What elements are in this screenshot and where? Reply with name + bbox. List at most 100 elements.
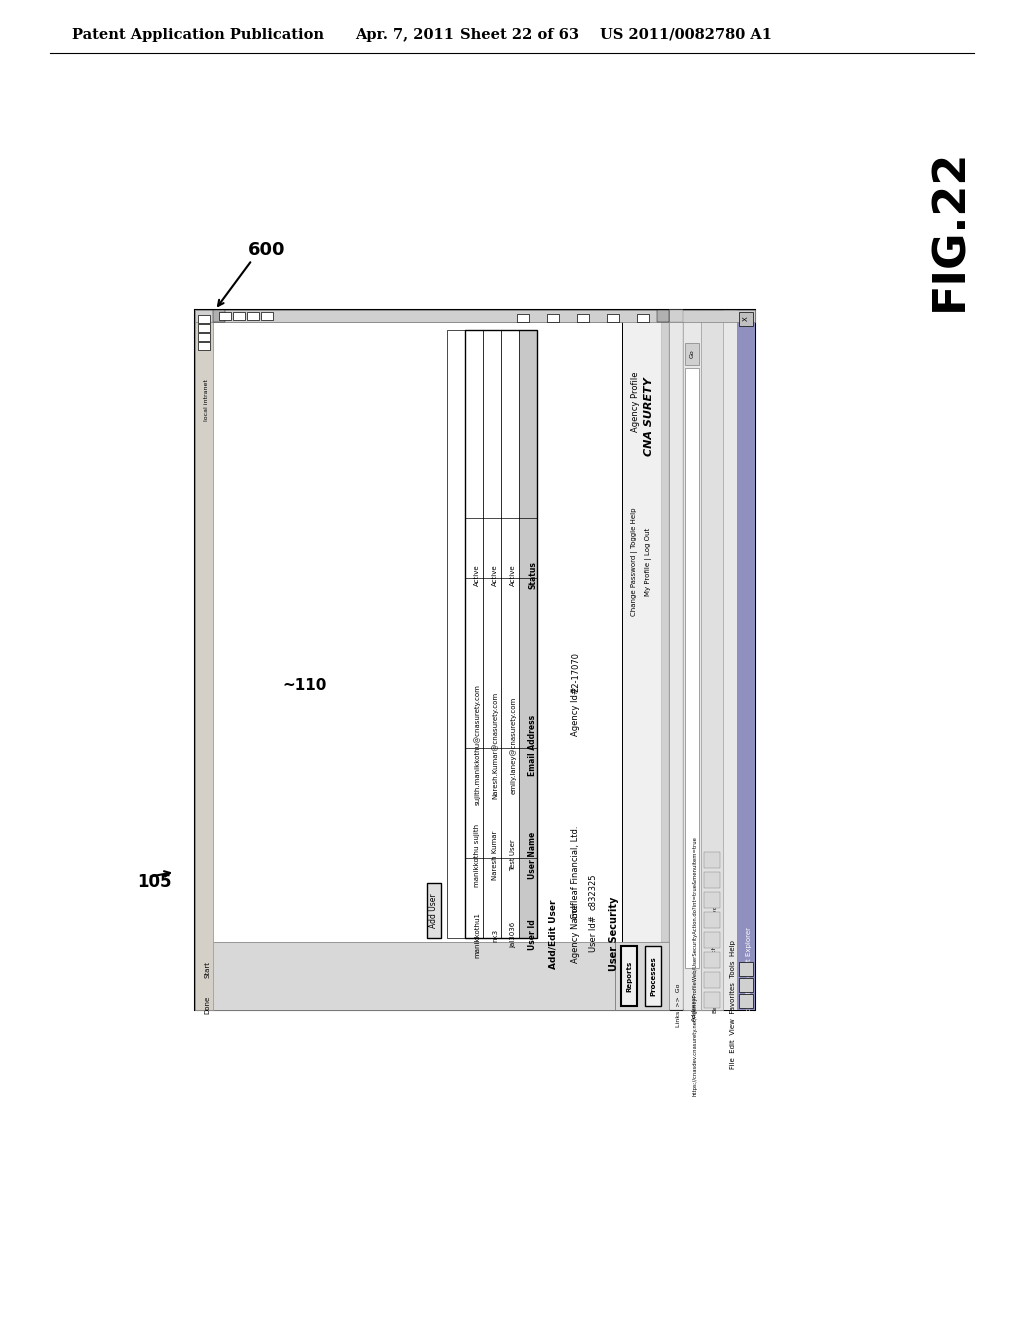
- Polygon shape: [723, 310, 737, 1010]
- Polygon shape: [685, 343, 699, 366]
- Polygon shape: [213, 310, 225, 322]
- Text: 105: 105: [137, 873, 171, 891]
- Text: Test User: Test User: [510, 840, 516, 871]
- Polygon shape: [213, 322, 669, 942]
- Polygon shape: [198, 333, 210, 341]
- Text: manikkothu sujith: manikkothu sujith: [474, 824, 480, 887]
- Text: nk3: nk3: [492, 928, 498, 941]
- Text: Search: Search: [712, 944, 717, 966]
- Polygon shape: [662, 322, 669, 942]
- Polygon shape: [233, 312, 245, 319]
- Text: manikkothu1: manikkothu1: [474, 912, 480, 958]
- Text: sujith.manikkothu@cnasurety.com: sujith.manikkothu@cnasurety.com: [474, 685, 480, 805]
- Polygon shape: [607, 314, 618, 322]
- Text: Favorites: Favorites: [712, 891, 717, 919]
- Text: User Security - Microsoft Internet Explorer: User Security - Microsoft Internet Explo…: [746, 927, 752, 1073]
- Polygon shape: [547, 314, 559, 322]
- Polygon shape: [247, 312, 259, 319]
- Text: Active: Active: [510, 564, 516, 586]
- Polygon shape: [198, 315, 210, 323]
- Polygon shape: [705, 952, 720, 968]
- Text: 22-17070: 22-17070: [571, 652, 580, 692]
- Text: Reports: Reports: [626, 961, 632, 991]
- Text: Add User: Add User: [429, 894, 438, 928]
- Polygon shape: [739, 962, 753, 975]
- Text: Back: Back: [712, 998, 717, 1012]
- Polygon shape: [501, 330, 519, 939]
- Text: Patent Application Publication: Patent Application Publication: [72, 28, 324, 42]
- Text: Golfleaf Financial, Ltd.: Golfleaf Financial, Ltd.: [571, 825, 580, 919]
- Text: User Security: User Security: [609, 896, 618, 972]
- Polygon shape: [198, 323, 210, 333]
- Polygon shape: [669, 310, 683, 322]
- Text: Status: Status: [528, 561, 537, 589]
- Text: Agency Id#: Agency Id#: [571, 688, 580, 737]
- Polygon shape: [465, 330, 483, 939]
- Polygon shape: [701, 310, 723, 1010]
- Polygon shape: [213, 310, 669, 322]
- Polygon shape: [195, 310, 213, 1010]
- Polygon shape: [705, 993, 720, 1008]
- Text: Agency Name: Agency Name: [571, 904, 580, 964]
- Polygon shape: [621, 946, 637, 1006]
- Polygon shape: [198, 342, 210, 350]
- Polygon shape: [737, 310, 755, 1010]
- Text: Start: Start: [204, 961, 210, 978]
- Polygon shape: [213, 942, 669, 1010]
- Polygon shape: [427, 883, 441, 939]
- Polygon shape: [669, 310, 683, 1010]
- Text: Processes: Processes: [650, 956, 656, 995]
- Text: Active: Active: [474, 564, 480, 586]
- Polygon shape: [483, 330, 501, 939]
- Polygon shape: [705, 851, 720, 869]
- Text: Naresh.Kumar@cnasurety.com: Naresh.Kumar@cnasurety.com: [492, 692, 499, 799]
- Text: CNA SURETY: CNA SURETY: [644, 378, 654, 457]
- Polygon shape: [739, 994, 753, 1008]
- Polygon shape: [195, 310, 755, 1010]
- Text: My Profile | Log Out: My Profile | Log Out: [645, 528, 652, 597]
- Polygon shape: [261, 312, 273, 319]
- Polygon shape: [685, 368, 699, 968]
- Text: FIG.22: FIG.22: [929, 149, 972, 312]
- Text: Address:: Address:: [692, 994, 697, 1020]
- Text: Sheet 22 of 63: Sheet 22 of 63: [460, 28, 579, 42]
- Text: Add/Edit User: Add/Edit User: [549, 899, 558, 969]
- Text: Email Address: Email Address: [528, 714, 537, 776]
- Text: Naresh Kumar: Naresh Kumar: [492, 830, 498, 879]
- Text: c832325: c832325: [589, 874, 598, 911]
- Polygon shape: [195, 310, 755, 322]
- Text: Active: Active: [492, 564, 498, 586]
- Polygon shape: [705, 892, 720, 908]
- Polygon shape: [705, 972, 720, 987]
- Polygon shape: [219, 312, 231, 319]
- Text: File  Edit  View  Favorites  Tools  Help: File Edit View Favorites Tools Help: [730, 941, 736, 1069]
- Polygon shape: [517, 314, 529, 322]
- Text: Apr. 7, 2011: Apr. 7, 2011: [355, 28, 454, 42]
- Polygon shape: [447, 330, 465, 939]
- Polygon shape: [705, 912, 720, 928]
- Text: X: X: [743, 317, 749, 321]
- Polygon shape: [645, 946, 662, 1006]
- Polygon shape: [739, 978, 753, 993]
- Text: jal3036: jal3036: [510, 921, 516, 948]
- Polygon shape: [739, 312, 753, 326]
- Polygon shape: [705, 873, 720, 888]
- Text: User Name: User Name: [528, 832, 537, 879]
- Polygon shape: [623, 322, 662, 942]
- Text: Change Password | Toggle Help: Change Password | Toggle Help: [632, 508, 639, 616]
- Polygon shape: [705, 932, 720, 948]
- Polygon shape: [577, 314, 589, 322]
- Text: User Id#: User Id#: [589, 916, 598, 952]
- Polygon shape: [657, 310, 669, 322]
- Text: local intranet: local intranet: [204, 379, 209, 421]
- Text: Links  >>  Go: Links >> Go: [676, 983, 681, 1027]
- Text: US 2011/0082780 A1: US 2011/0082780 A1: [600, 28, 772, 42]
- Polygon shape: [683, 310, 701, 1010]
- Text: Go: Go: [689, 350, 694, 358]
- Polygon shape: [637, 314, 649, 322]
- Text: ~110: ~110: [282, 677, 327, 693]
- Text: https://cnasdev.cnasurety.net/AgencyProfileWeb/UserSecurityAction.do?int=true&me: https://cnasdev.cnasurety.net/AgencyProf…: [692, 836, 697, 1096]
- Text: User Id: User Id: [528, 920, 537, 950]
- Text: Agency Profile: Agency Profile: [631, 372, 640, 432]
- Text: 600: 600: [248, 242, 286, 259]
